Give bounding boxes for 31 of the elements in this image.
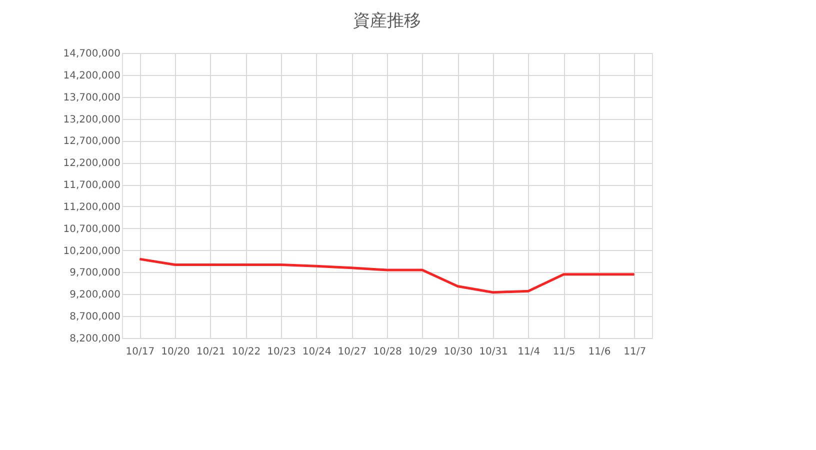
x-tick-label: 10/31 [479,346,508,358]
x-tick-label: 11/7 [624,346,646,358]
y-tick-label: 14,700,000 [63,48,120,60]
x-tick-label: 11/6 [588,346,611,358]
y-tick-label: 11,200,000 [63,202,120,213]
y-tick-label: 9,700,000 [70,268,120,279]
x-tick-label: 10/21 [196,346,226,358]
y-tick-label: 8,200,000 [70,334,120,344]
x-tick-label: 10/20 [161,346,190,358]
y-tick-label: 12,700,000 [63,136,120,148]
y-tick-label: 13,700,000 [63,92,120,104]
y-tick-label: 11,700,000 [63,180,120,192]
y-tick-label: 13,200,000 [63,114,120,126]
y-tick-label: 10,700,000 [63,224,120,235]
y-tick-label: 10,200,000 [63,246,120,257]
x-tick-label: 10/24 [302,346,332,358]
x-tick-label: 10/17 [126,346,155,358]
y-tick-label: 8,700,000 [70,312,120,323]
x-tick-label: 10/29 [408,346,438,358]
x-tick-label: 10/23 [267,346,296,358]
x-tick-label: 10/22 [232,346,261,358]
x-tick-label: 10/28 [373,346,402,358]
y-tick-label: 9,200,000 [70,290,120,301]
x-tick-label: 11/4 [518,346,540,358]
y-tick-label: 12,200,000 [63,158,120,170]
line-series [138,258,636,294]
x-tick-label: 10/27 [338,346,367,358]
y-tick-label: 14,200,000 [63,70,120,82]
x-tick-label: 10/30 [444,346,473,358]
chart-title: 資産推移 [353,11,421,31]
x-tick-label: 11/5 [552,346,576,358]
